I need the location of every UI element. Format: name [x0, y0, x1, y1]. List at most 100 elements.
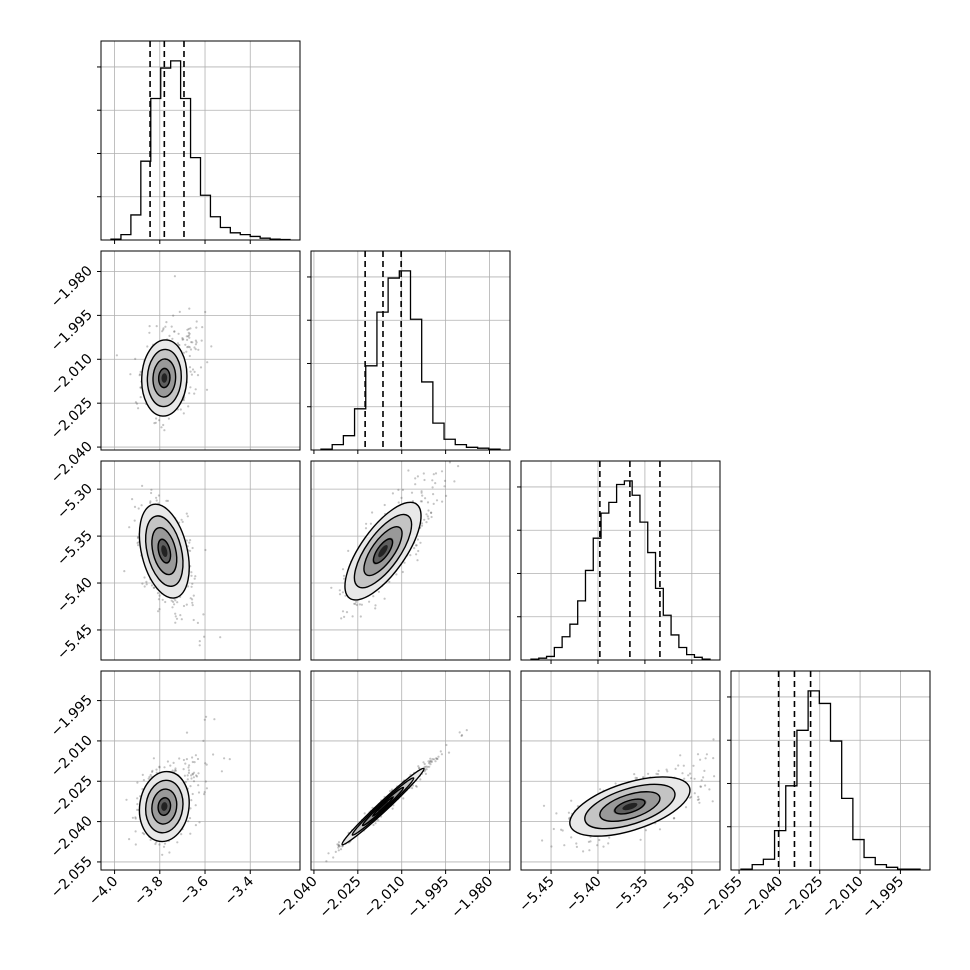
contour-line: [141, 339, 188, 417]
sample-point: [176, 841, 179, 844]
sample-point: [155, 325, 158, 328]
sample-point: [149, 838, 152, 842]
sample-point: [190, 373, 193, 376]
sample-point: [413, 547, 416, 550]
sample-point: [410, 491, 414, 494]
sample-point: [639, 838, 642, 841]
sample-point: [140, 504, 143, 507]
sample-point: [202, 613, 205, 616]
sample-point: [351, 615, 354, 618]
sample-point: [135, 402, 139, 405]
sample-point: [421, 494, 424, 497]
contour-line: [157, 538, 172, 564]
sample-point: [174, 767, 177, 770]
sample-point: [200, 339, 203, 342]
sample-point: [644, 829, 648, 832]
sample-point: [337, 844, 340, 848]
sample-point: [155, 417, 158, 420]
y-tick-label: −2.025: [48, 395, 96, 443]
sample-point: [181, 337, 184, 340]
sample-point: [414, 784, 418, 788]
sample-point: [189, 348, 193, 351]
sample-point: [194, 339, 197, 342]
sample-point: [205, 388, 209, 391]
sample-point: [422, 761, 425, 764]
sample-point: [169, 764, 172, 767]
sample-point: [433, 758, 436, 761]
sample-point: [431, 486, 434, 489]
sample-point: [434, 482, 437, 485]
sample-point: [401, 570, 404, 574]
sample-point: [432, 502, 435, 505]
sample-point: [150, 584, 154, 587]
sample-point: [171, 606, 174, 609]
sample-point: [372, 595, 375, 598]
sample-point: [417, 765, 420, 768]
sample-point: [411, 787, 414, 790]
sample-point: [186, 335, 190, 338]
scatter-panel-2-0: [100, 460, 301, 661]
sample-point: [151, 770, 154, 774]
sample-point: [223, 757, 226, 760]
contour-line: [151, 788, 178, 825]
sample-point: [596, 844, 599, 847]
sample-point: [414, 477, 417, 480]
sample-point: [173, 275, 176, 278]
sample-point: [445, 743, 448, 747]
x-tick-label: −1.995: [859, 874, 907, 922]
sample-point: [146, 345, 149, 348]
sample-point: [187, 771, 190, 775]
sample-point: [190, 774, 193, 777]
sample-point: [409, 554, 412, 557]
sample-point: [567, 811, 571, 814]
sample-point: [443, 479, 447, 482]
x-tick-label: −2.010: [819, 874, 867, 922]
sample-point: [203, 718, 206, 721]
sample-point: [206, 361, 209, 364]
sample-point: [420, 491, 423, 494]
sample-point: [371, 511, 374, 514]
sample-point: [194, 754, 197, 757]
sample-point: [746, 767, 748, 769]
sample-point: [194, 388, 197, 391]
sample-point: [687, 774, 690, 777]
sample-point: [417, 766, 421, 770]
sample-point: [168, 334, 171, 337]
sample-point: [415, 785, 418, 788]
sample-point: [341, 568, 345, 571]
x-tick-label: −1.980: [448, 874, 496, 922]
sample-point: [182, 338, 185, 341]
sample-point: [190, 777, 193, 780]
sample-point: [704, 784, 707, 787]
sample-point: [415, 544, 418, 547]
sample-point: [672, 817, 676, 820]
sample-point: [196, 621, 199, 625]
sample-point: [690, 795, 693, 799]
sample-point: [197, 784, 200, 787]
density-level: [622, 802, 638, 811]
sample-point: [341, 591, 344, 594]
sample-point: [162, 328, 165, 331]
sample-point: [134, 816, 137, 819]
sample-point: [434, 472, 438, 475]
sample-point: [430, 759, 433, 763]
sample-point: [696, 798, 700, 802]
sample-point: [400, 496, 403, 499]
sample-point: [174, 769, 177, 772]
sample-point: [189, 785, 192, 788]
sample-point: [427, 517, 430, 520]
sample-point: [178, 344, 181, 347]
scatter-panel-2-1: [310, 460, 511, 661]
sample-point: [136, 803, 139, 806]
sample-point: [347, 549, 350, 553]
panel-content: [101, 671, 300, 870]
sample-point: [188, 307, 191, 310]
contour-line: [144, 515, 184, 588]
sample-point: [570, 836, 573, 839]
sample-point: [178, 310, 181, 313]
sample-point: [681, 772, 684, 775]
sample-point: [141, 484, 144, 487]
sample-point: [684, 806, 688, 809]
sample-point: [174, 612, 177, 615]
sample-point: [199, 366, 203, 369]
